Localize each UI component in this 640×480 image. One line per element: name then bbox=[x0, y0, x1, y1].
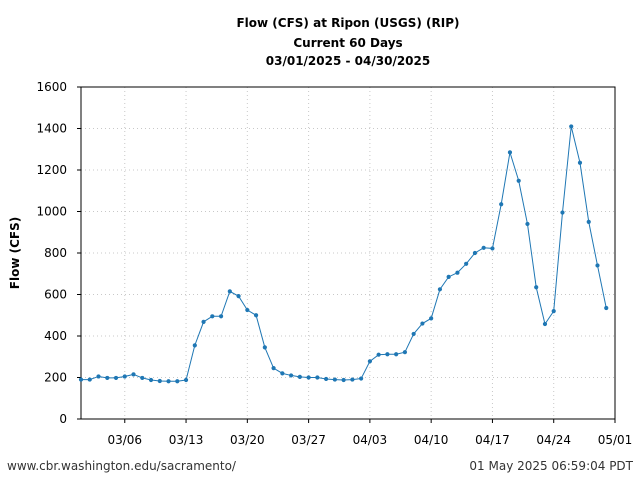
data-point bbox=[306, 375, 311, 380]
data-point bbox=[148, 377, 154, 383]
flow-series bbox=[78, 124, 609, 384]
y-tick-label: 1600 bbox=[36, 80, 67, 94]
data-point bbox=[113, 375, 119, 381]
data-point bbox=[437, 287, 443, 292]
y-tick-label: 400 bbox=[44, 329, 67, 343]
data-point bbox=[534, 285, 539, 290]
data-point bbox=[262, 345, 267, 350]
data-point bbox=[490, 246, 495, 251]
data-point bbox=[236, 294, 241, 299]
data-point bbox=[385, 352, 390, 357]
data-point bbox=[551, 309, 556, 314]
y-tick-label: 1000 bbox=[36, 205, 67, 219]
data-point bbox=[175, 379, 180, 384]
footer-source-url: www.cbr.washington.edu/sacramento/ bbox=[7, 459, 237, 473]
data-point bbox=[586, 219, 591, 224]
series-line bbox=[81, 126, 607, 382]
data-point bbox=[192, 343, 197, 348]
data-point bbox=[429, 316, 434, 321]
data-point bbox=[359, 376, 364, 381]
data-point bbox=[166, 379, 171, 384]
data-point bbox=[315, 375, 320, 380]
data-point bbox=[560, 210, 565, 215]
data-point bbox=[569, 124, 574, 129]
data-point bbox=[499, 202, 504, 207]
data-point bbox=[464, 261, 469, 266]
data-point bbox=[96, 374, 101, 379]
data-point bbox=[122, 374, 127, 379]
y-axis-ticks: 0 200 400 600 800 1000 1200 1400 1600 bbox=[36, 80, 81, 426]
x-tick-label: 04/24 bbox=[536, 433, 571, 447]
data-point bbox=[516, 178, 521, 183]
data-point bbox=[140, 375, 145, 381]
data-point bbox=[420, 321, 425, 326]
data-point bbox=[481, 245, 486, 250]
y-tick-label: 0 bbox=[59, 412, 67, 426]
data-point bbox=[367, 359, 372, 364]
data-point bbox=[280, 371, 285, 376]
plot-frame bbox=[80, 86, 616, 420]
chart-subtitle: Current 60 Days bbox=[293, 36, 402, 50]
data-point bbox=[253, 313, 259, 318]
x-tick-label: 03/20 bbox=[230, 433, 265, 447]
data-point bbox=[411, 331, 416, 337]
y-tick-label: 1200 bbox=[36, 163, 67, 177]
data-point bbox=[87, 377, 92, 382]
y-tick-label: 200 bbox=[44, 371, 67, 385]
x-axis-ticks: 03/06 03/13 03/20 03/27 04/03 04/10 04/17 04/24… bbox=[107, 419, 632, 447]
data-point bbox=[271, 366, 276, 371]
data-point bbox=[324, 376, 329, 382]
data-point bbox=[402, 350, 408, 355]
data-point bbox=[78, 377, 84, 382]
data-point bbox=[157, 378, 162, 384]
data-point bbox=[446, 274, 451, 279]
data-point bbox=[201, 319, 206, 324]
data-point bbox=[105, 375, 110, 381]
data-point bbox=[455, 270, 460, 275]
data-point bbox=[332, 377, 337, 382]
data-point bbox=[394, 352, 399, 357]
data-point bbox=[542, 321, 548, 327]
grid-lines bbox=[81, 87, 615, 419]
data-point bbox=[131, 372, 136, 377]
data-point bbox=[245, 307, 250, 313]
x-tick-label: 05/01 bbox=[598, 433, 633, 447]
y-tick-label: 600 bbox=[44, 288, 67, 302]
data-point bbox=[577, 160, 583, 165]
data-point bbox=[595, 263, 600, 268]
footer-timestamp: 01 May 2025 06:59:04 PDT bbox=[469, 459, 633, 473]
chart-date-range: 03/01/2025 - 04/30/2025 bbox=[266, 54, 430, 68]
x-tick-label: 03/06 bbox=[107, 433, 142, 447]
data-point bbox=[297, 374, 302, 379]
data-point bbox=[341, 377, 346, 383]
y-tick-label: 800 bbox=[44, 246, 67, 260]
data-point bbox=[183, 377, 189, 383]
data-point bbox=[472, 250, 478, 256]
data-point bbox=[376, 352, 381, 357]
x-tick-label: 03/27 bbox=[291, 433, 326, 447]
x-tick-label: 04/10 bbox=[414, 433, 449, 447]
data-point bbox=[525, 221, 530, 227]
data-point bbox=[289, 373, 294, 378]
data-point bbox=[218, 314, 224, 319]
x-tick-label: 03/13 bbox=[169, 433, 204, 447]
x-tick-label: 04/17 bbox=[475, 433, 510, 447]
y-axis-label: Flow (CFS) bbox=[8, 217, 22, 289]
data-point bbox=[210, 314, 215, 319]
data-point bbox=[350, 377, 355, 382]
chart-title: Flow (CFS) at Ripon (USGS) (RIP) bbox=[236, 16, 459, 30]
data-point bbox=[507, 150, 513, 155]
data-point bbox=[227, 289, 232, 294]
x-tick-label: 04/03 bbox=[353, 433, 388, 447]
y-tick-label: 1400 bbox=[36, 122, 67, 136]
data-point bbox=[604, 305, 609, 311]
